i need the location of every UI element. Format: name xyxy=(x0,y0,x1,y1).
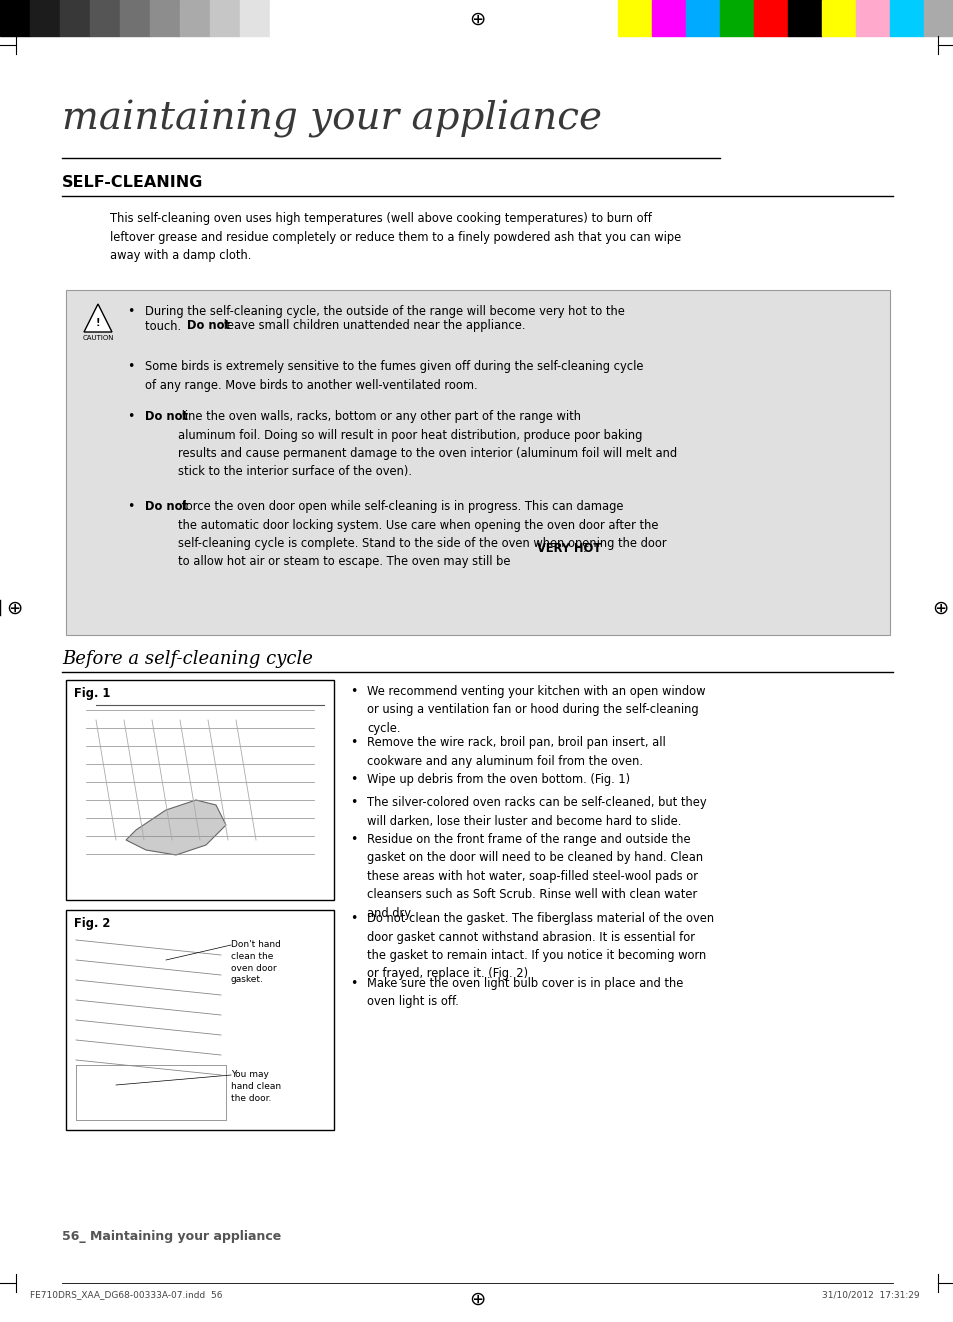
Bar xyxy=(180,0,210,36)
Text: Fig. 2: Fig. 2 xyxy=(74,917,111,929)
Bar xyxy=(618,0,651,36)
Bar xyxy=(210,0,240,36)
Text: maintaining your appliance: maintaining your appliance xyxy=(62,100,601,137)
Text: •: • xyxy=(350,736,357,750)
Bar xyxy=(90,0,120,36)
Text: The silver-colored oven racks can be self-cleaned, but they
will darken, lose th: The silver-colored oven racks can be sel… xyxy=(367,796,706,828)
Text: line the oven walls, racks, bottom or any other part of the range with
aluminum : line the oven walls, racks, bottom or an… xyxy=(178,410,677,479)
Text: !: ! xyxy=(95,319,100,328)
Text: Before a self-cleaning cycle: Before a self-cleaning cycle xyxy=(62,650,313,668)
Text: SELF-CLEANING: SELF-CLEANING xyxy=(62,175,203,190)
Bar xyxy=(685,0,720,36)
Bar xyxy=(150,0,180,36)
Text: Do not: Do not xyxy=(187,319,230,332)
Text: ⊕: ⊕ xyxy=(468,9,485,29)
Text: Remove the wire rack, broil pan, broil pan insert, all
cookware and any aluminum: Remove the wire rack, broil pan, broil p… xyxy=(367,736,665,768)
Text: Do not clean the gasket. The fiberglass material of the oven
door gasket cannot : Do not clean the gasket. The fiberglass … xyxy=(367,912,714,981)
Text: force the oven door open while self-cleaning is in progress. This can damage
the: force the oven door open while self-clea… xyxy=(178,500,666,568)
Bar xyxy=(651,0,685,36)
Text: ⊕: ⊕ xyxy=(931,599,947,617)
Bar xyxy=(753,0,787,36)
Text: •: • xyxy=(127,410,134,423)
Bar xyxy=(787,0,821,36)
Text: •: • xyxy=(350,773,357,787)
Text: 56_ Maintaining your appliance: 56_ Maintaining your appliance xyxy=(62,1229,281,1243)
Text: CAUTION: CAUTION xyxy=(82,334,113,341)
Text: During the self-cleaning cycle, the outside of the range will become very hot to: During the self-cleaning cycle, the outs… xyxy=(145,305,624,333)
Bar xyxy=(923,0,953,36)
Text: We recommend venting your kitchen with an open window
or using a ventilation fan: We recommend venting your kitchen with a… xyxy=(367,685,705,735)
Text: .: . xyxy=(582,542,586,555)
Text: •: • xyxy=(127,305,134,319)
Bar xyxy=(66,680,334,900)
Text: •: • xyxy=(350,833,357,846)
Bar xyxy=(66,290,889,635)
Text: •: • xyxy=(127,360,134,373)
Bar xyxy=(855,0,889,36)
Text: 31/10/2012  17:31:29: 31/10/2012 17:31:29 xyxy=(821,1290,919,1300)
Text: VERY HOT: VERY HOT xyxy=(537,542,600,555)
Text: Do not: Do not xyxy=(145,410,188,423)
Text: Do not: Do not xyxy=(145,500,188,513)
Text: ⊕: ⊕ xyxy=(6,599,22,617)
Bar xyxy=(60,0,90,36)
Text: •: • xyxy=(350,977,357,990)
Bar xyxy=(66,910,334,1130)
Bar xyxy=(120,0,150,36)
Bar xyxy=(821,0,855,36)
Text: Make sure the oven light bulb cover is in place and the
oven light is off.: Make sure the oven light bulb cover is i… xyxy=(367,977,682,1009)
Text: •: • xyxy=(127,500,134,513)
Text: Wipe up debris from the oven bottom. (Fig. 1): Wipe up debris from the oven bottom. (Fi… xyxy=(367,773,630,787)
Text: •: • xyxy=(350,912,357,925)
Polygon shape xyxy=(126,800,226,855)
Text: This self-cleaning oven uses high temperatures (well above cooking temperatures): This self-cleaning oven uses high temper… xyxy=(110,212,680,262)
Text: Don't hand
clean the
oven door
gasket.: Don't hand clean the oven door gasket. xyxy=(231,940,280,985)
Polygon shape xyxy=(84,304,112,332)
Bar xyxy=(270,0,299,36)
Text: •: • xyxy=(350,796,357,809)
Bar xyxy=(0,0,30,36)
Bar xyxy=(889,0,923,36)
Text: ⊕: ⊕ xyxy=(468,1290,485,1309)
Text: Residue on the front frame of the range and outside the
gasket on the door will : Residue on the front frame of the range … xyxy=(367,833,702,920)
Bar xyxy=(30,0,60,36)
Text: leave small children unattended near the appliance.: leave small children unattended near the… xyxy=(220,319,525,332)
Bar xyxy=(720,0,753,36)
Text: •: • xyxy=(350,685,357,698)
Text: Some birds is extremely sensitive to the fumes given off during the self-cleanin: Some birds is extremely sensitive to the… xyxy=(145,360,643,391)
Text: Fig. 1: Fig. 1 xyxy=(74,687,111,701)
Text: You may
hand clean
the door.: You may hand clean the door. xyxy=(231,1069,281,1103)
Bar xyxy=(240,0,270,36)
Text: FE710DRS_XAA_DG68-00333A-07.indd  56: FE710DRS_XAA_DG68-00333A-07.indd 56 xyxy=(30,1290,222,1300)
